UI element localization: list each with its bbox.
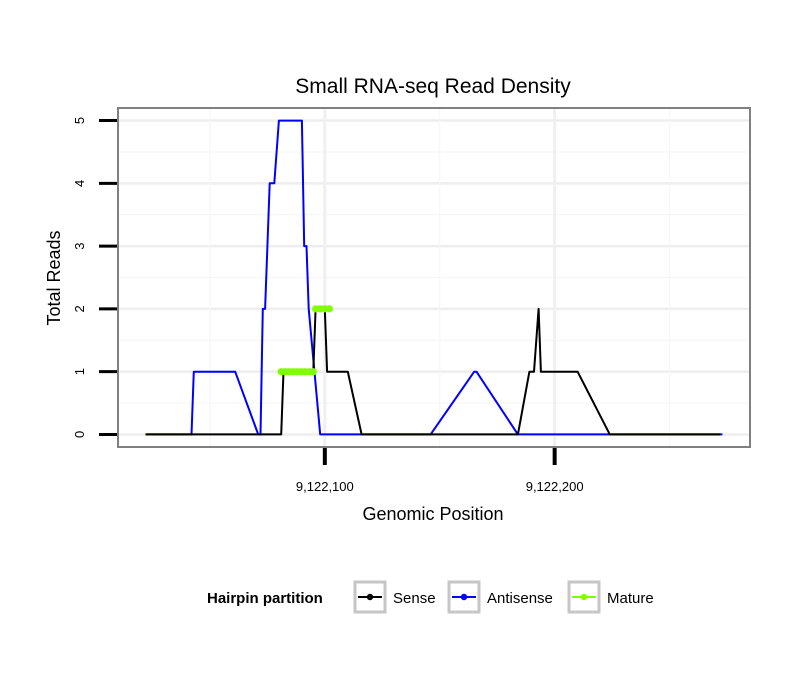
y-tick-label: 3 — [72, 242, 87, 249]
y-tick-label: 4 — [72, 180, 87, 187]
legend-label: Sense — [393, 590, 436, 607]
mature-point — [309, 368, 317, 376]
legend-label: Mature — [607, 590, 654, 607]
legend-item-mature: Mature — [567, 580, 654, 614]
legend-key-point — [366, 593, 374, 601]
legend: Hairpin partition Sense Antisense Mature — [207, 580, 654, 614]
x-axis-label: Genomic Position — [362, 504, 503, 524]
y-tick-label: 2 — [72, 305, 87, 312]
legend-key-point — [580, 593, 588, 601]
y-tick-label: 5 — [72, 117, 87, 124]
y-tick-label: 0 — [72, 431, 87, 438]
y-tick-label: 1 — [72, 368, 87, 375]
y-axis: 0 1 2 3 4 5 — [72, 117, 117, 438]
x-axis: 9,122,100 9,122,200 — [296, 448, 584, 494]
legend-key-point — [460, 593, 468, 601]
chart-title: Small RNA-seq Read Density — [295, 75, 571, 98]
legend-item-sense: Sense — [353, 580, 436, 614]
x-tick-label: 9,122,200 — [526, 479, 584, 494]
legend-label: Antisense — [487, 590, 553, 607]
series-layer — [145, 119, 723, 436]
legend-title: Hairpin partition — [207, 590, 323, 607]
mature-point — [325, 305, 334, 313]
x-tick-label: 9,122,100 — [296, 479, 354, 494]
y-axis-label: Total Reads — [44, 230, 64, 325]
legend-item-antisense: Antisense — [447, 580, 553, 614]
